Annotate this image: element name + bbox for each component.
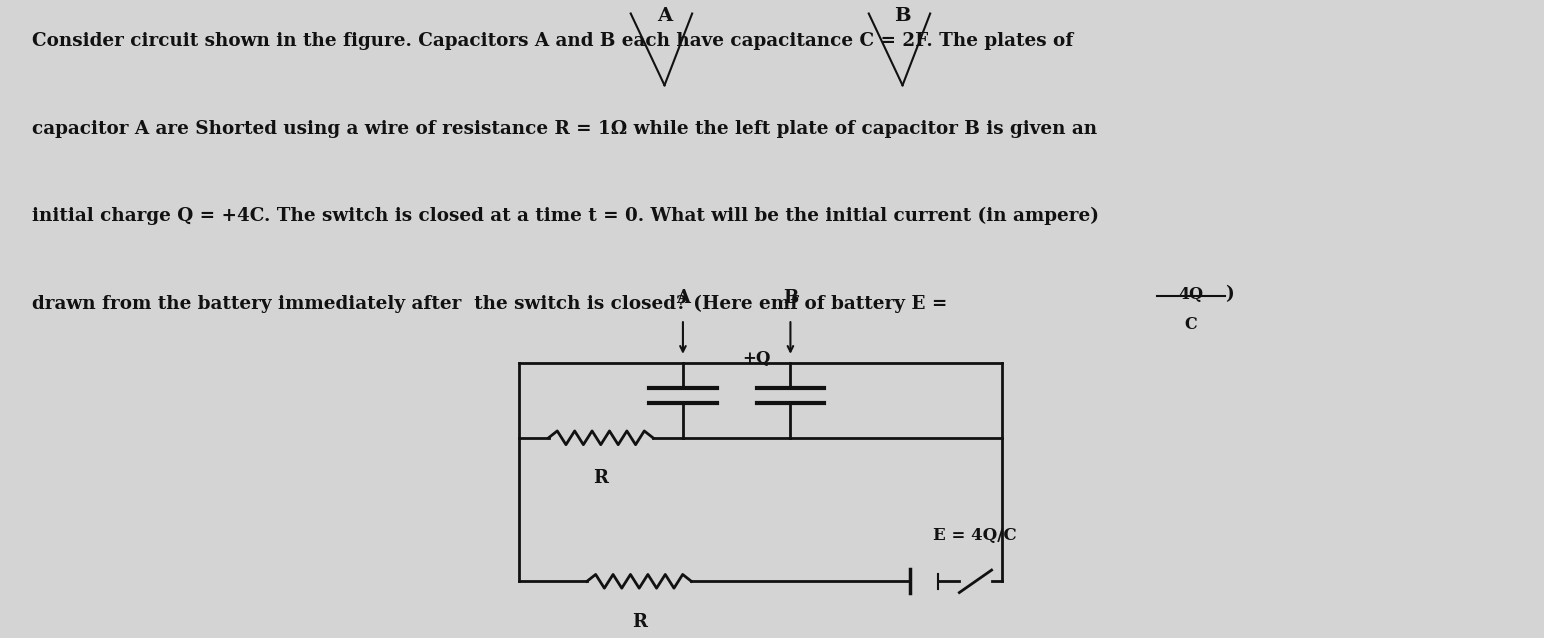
Text: E = 4Q/C: E = 4Q/C [933,527,1017,544]
Text: capacitor A are Shorted using a wire of resistance R = 1Ω while the left plate o: capacitor A are Shorted using a wire of … [32,119,1096,138]
Text: B: B [894,7,911,26]
Text: A: A [656,7,672,26]
Text: A: A [676,289,690,307]
Text: 4Q: 4Q [1178,286,1204,303]
Text: C: C [1184,316,1198,333]
Text: ): ) [1224,285,1234,303]
Text: R: R [631,612,647,630]
Text: B: B [783,289,798,307]
Text: R: R [593,469,608,487]
Text: drawn from the battery immediately after  the switch is closed? (Here emf of bat: drawn from the battery immediately after… [32,294,954,313]
Text: initial charge Q = +4C. The switch is closed at a time t = 0. What will be the i: initial charge Q = +4C. The switch is cl… [32,207,1099,225]
Text: +Q: +Q [743,350,770,367]
Text: Consider circuit shown in the figure. Capacitors A and B each have capacitance C: Consider circuit shown in the figure. Ca… [32,33,1073,50]
